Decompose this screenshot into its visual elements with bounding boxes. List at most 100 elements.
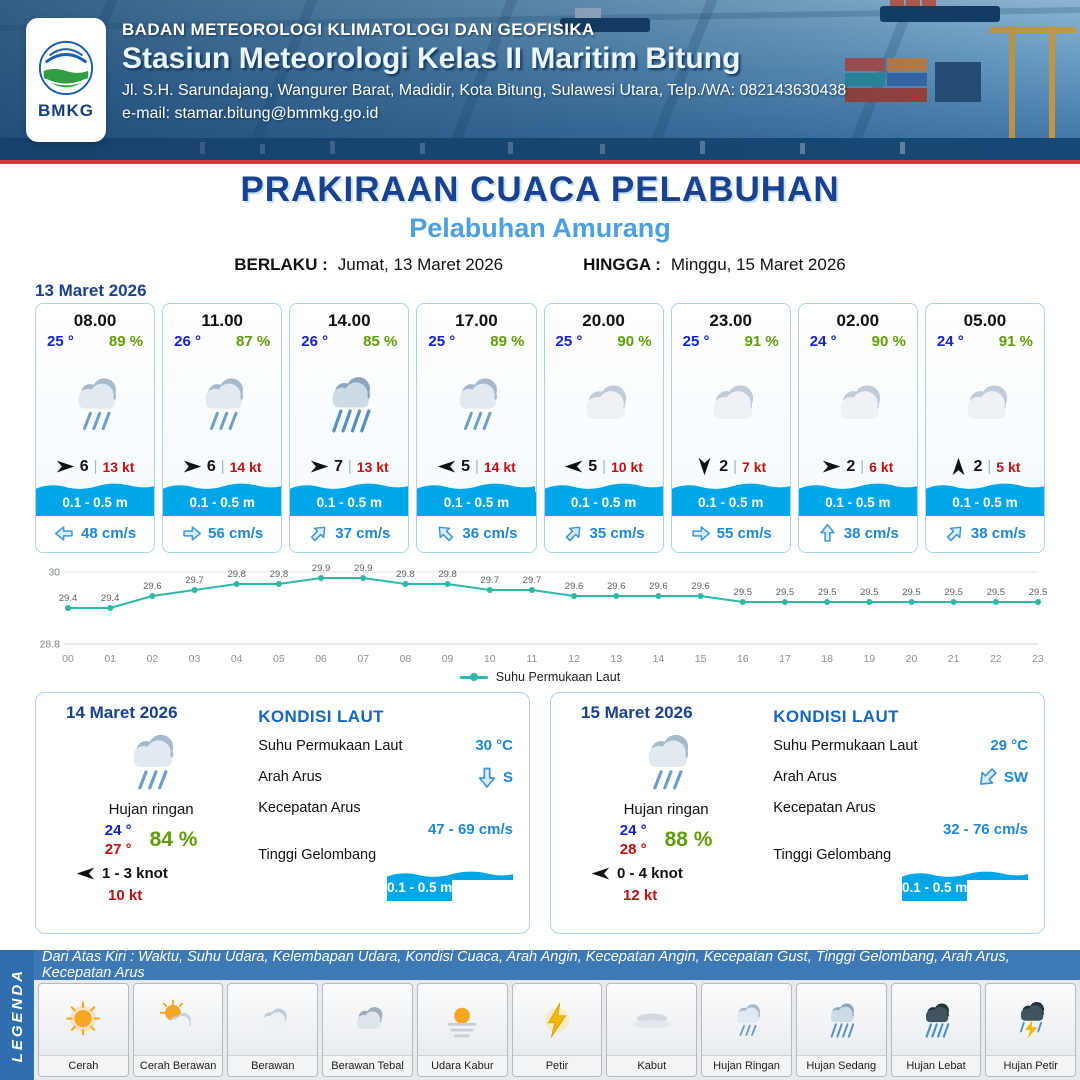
humidity: 87 % xyxy=(236,333,271,350)
bmkg-globe-icon xyxy=(38,40,94,96)
wind-direction-icon xyxy=(310,457,329,476)
gust-speed: 7 kt xyxy=(742,458,767,475)
wave-height: 0.1 - 0.5 m xyxy=(671,492,790,516)
svg-text:20: 20 xyxy=(906,653,918,665)
humidity: 89 % xyxy=(490,333,525,350)
temp-humidity-row: 25 ° 90 % xyxy=(545,331,663,350)
svg-text:29.8: 29.8 xyxy=(227,569,246,580)
temperature: 25 ° xyxy=(682,333,710,350)
berlaku-label: BERLAKU : xyxy=(234,255,328,274)
current-direction-icon xyxy=(435,523,456,544)
current-speed: 36 cm/s xyxy=(462,525,518,542)
svg-text:12: 12 xyxy=(568,653,580,665)
forecast-time: 23.00 xyxy=(709,311,752,330)
temp-min: 24 ° xyxy=(619,822,647,839)
day-date: 14 Maret 2026 xyxy=(66,703,178,722)
svg-text:14: 14 xyxy=(653,653,665,665)
wave-crest-icon xyxy=(290,483,409,492)
sea-conditions-heading: KONDISI LAUT xyxy=(773,707,899,726)
wave-height-band: 0.1 - 0.5 m xyxy=(798,482,917,516)
gust-speed: 14 kt xyxy=(229,458,262,475)
svg-text:16: 16 xyxy=(737,653,749,665)
weather-icon xyxy=(799,350,917,457)
wind-speed: 7 xyxy=(333,457,343,475)
wind-speed: 2 xyxy=(719,457,729,475)
legend-item-label: Hujan Sedang xyxy=(796,1055,886,1076)
wave-height-band: 0.1 - 0.5 m xyxy=(36,482,155,516)
temperature: 25 ° xyxy=(47,333,74,350)
temperature: 25 ° xyxy=(428,333,456,350)
sea-conditions-column: KONDISI LAUT Suhu Permukaan Laut 30 °C A… xyxy=(258,703,513,923)
svg-text:15: 15 xyxy=(695,653,707,665)
wave-height-badge: 0.1 - 0.5 m xyxy=(387,870,513,901)
current-direction-label: Arah Arus xyxy=(773,769,837,785)
svg-text:05: 05 xyxy=(273,653,285,665)
forecast-time: 11.00 xyxy=(201,311,243,330)
wind-row: 1 - 3 knot xyxy=(52,864,250,883)
wave-height-band: 0.1 - 0.5 m xyxy=(544,482,663,516)
current-speed-row: Kecepatan Arus 47 - 69 cm/s xyxy=(258,800,513,838)
wind-direction-icon xyxy=(822,457,841,476)
wind-direction-icon xyxy=(591,864,610,883)
forecast-date: 13 Maret 2026 xyxy=(35,281,147,300)
current-speed-row: Kecepatan Arus 32 - 76 cm/s xyxy=(773,800,1028,838)
forecast-card: 14.00 26 ° 85 % 7 | 13 kt 0.1 - 0.5 m xyxy=(289,303,410,553)
daily-cards-row: 14 Maret 2026 Hujan ringan 24 ° 27 ° 84 … xyxy=(35,692,1045,934)
legend-weather-icon xyxy=(513,984,602,1055)
wave-height: 0.1 - 0.5 m xyxy=(925,492,1044,516)
temp-humidity-row: 26 ° 87 % xyxy=(163,331,281,350)
svg-text:29.4: 29.4 xyxy=(59,593,78,604)
wind-row: 7 | 13 kt xyxy=(290,457,408,482)
wind-direction-icon xyxy=(183,457,202,476)
humidity: 84 % xyxy=(149,828,198,851)
current-direction-row: Arah Arus S xyxy=(258,765,513,789)
legend-weather-icon xyxy=(702,984,791,1055)
temperature: 26 ° xyxy=(174,333,201,350)
gust-speed: 6 kt xyxy=(869,458,894,475)
chart-legend-label: Suhu Permukaan Laut xyxy=(495,670,621,684)
forecast-time: 02.00 xyxy=(836,311,880,330)
current-direction-label: Arah Arus xyxy=(258,769,322,785)
hingga-group: HINGGA : Minggu, 15 Maret 2026 xyxy=(583,255,846,275)
current-direction-row: Arah Arus SW xyxy=(773,765,1028,789)
wind-row: 6 | 13 kt xyxy=(36,457,154,482)
humidity: 91 % xyxy=(998,333,1033,350)
current-row: 56 cm/s xyxy=(163,516,282,552)
gust-speed: 12 kt xyxy=(623,887,658,904)
header-shade xyxy=(0,0,1080,160)
station-address: Jl. S.H. Sarundajang, Wangurer Barat, Ma… xyxy=(122,82,847,99)
header-text: BADAN METEOROLOGI KLIMATOLOGI DAN GEOFIS… xyxy=(122,20,1060,123)
svg-text:28.8: 28.8 xyxy=(40,639,61,651)
legend-item-label: Berawan Tebal xyxy=(323,1055,412,1076)
gust-speed: 10 kt xyxy=(108,887,143,904)
legend-item-label: Cerah Berawan xyxy=(133,1055,223,1076)
current-direction-icon xyxy=(475,765,499,789)
legend-item: Cerah Berawan xyxy=(132,983,224,1077)
current-row: 55 cm/s xyxy=(671,516,790,552)
wind-row: 2 | 7 kt xyxy=(672,457,790,482)
current-row: 35 cm/s xyxy=(544,516,663,552)
station-email: e-mail: stamar.bitung@bmmkg.go.id xyxy=(122,105,379,122)
sst-row: Suhu Permukaan Laut 29 °C xyxy=(773,737,1028,754)
temperature: 25 ° xyxy=(555,333,583,350)
weather-icon xyxy=(672,350,790,457)
wave-crest-icon xyxy=(417,483,536,492)
humidity: 90 % xyxy=(871,333,906,350)
gust-speed: 14 kt xyxy=(483,458,516,475)
legend-item-label: Hujan Ringan xyxy=(702,1055,791,1076)
divider: | xyxy=(474,458,479,475)
temp-humidity-row: 25 ° 89 % xyxy=(36,331,154,350)
legend-item: Hujan Petir xyxy=(985,983,1077,1077)
svg-text:29.5: 29.5 xyxy=(902,587,921,598)
wind-direction-icon xyxy=(437,457,456,476)
wave-height-band: 0.1 - 0.5 m xyxy=(925,482,1044,516)
current-direction-icon xyxy=(944,523,965,544)
humidity: 85 % xyxy=(363,333,398,350)
current-speed-label: Kecepatan Arus xyxy=(773,800,876,816)
legend-weather-icon xyxy=(134,984,223,1055)
divider: | xyxy=(220,458,225,475)
svg-text:29.9: 29.9 xyxy=(354,563,373,574)
current-speed-value: 47 - 69 cm/s xyxy=(427,821,513,838)
wind-direction-icon xyxy=(76,864,95,883)
